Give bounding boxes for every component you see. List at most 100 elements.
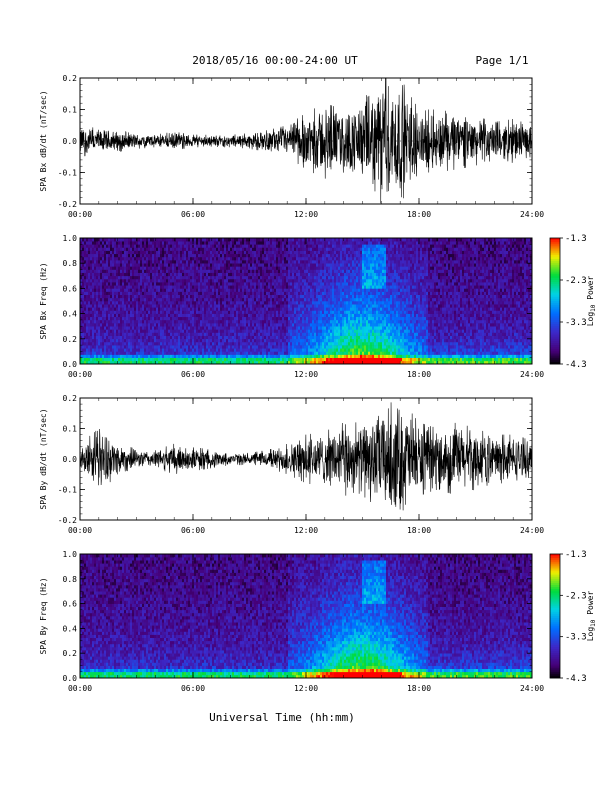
heatmap-cell: [140, 285, 143, 289]
heatmap-cell: [224, 310, 227, 314]
heatmap-cell: [172, 285, 175, 289]
heatmap-cell: [136, 338, 139, 343]
heatmap-cell: [112, 357, 115, 362]
heatmap-cell: [108, 247, 111, 251]
heatmap-cell: [158, 310, 161, 314]
heatmap-cell: [178, 316, 181, 321]
heatmap-cell: [120, 313, 123, 318]
heatmap-cell: [128, 319, 131, 324]
heatmap-cell: [138, 285, 141, 289]
heatmap-cell: [200, 256, 203, 261]
heatmap-cell: [104, 329, 107, 333]
heatmap-cell: [238, 260, 241, 264]
heatmap-cell: [112, 272, 115, 277]
heatmap-cell: [156, 278, 159, 283]
heatmap-cell: [208, 256, 211, 261]
heatmap-cell: [188, 269, 191, 273]
heatmap-cell: [166, 310, 169, 314]
heatmap-cell: [96, 256, 99, 261]
heatmap-cell: [84, 272, 87, 277]
heatmap-cell: [150, 282, 153, 286]
heatmap-cell: [224, 294, 227, 299]
heatmap-cell: [124, 335, 127, 340]
heatmap-cell: [314, 297, 317, 302]
heatmap-cell: [154, 354, 157, 358]
heatmap-cell: [198, 250, 201, 255]
heatmap-cell: [222, 241, 225, 245]
heatmap-cell: [244, 282, 247, 286]
heatmap-cell: [268, 253, 271, 258]
heatmap-cell: [172, 360, 175, 365]
heatmap-cell: [220, 285, 223, 289]
heatmap-cell: [268, 269, 271, 273]
heatmap-cell: [224, 354, 227, 358]
heatmap-cell: [136, 297, 139, 302]
heatmap-cell: [164, 256, 167, 261]
heatmap-cell: [92, 272, 95, 277]
heatmap-cell: [318, 266, 321, 270]
heatmap-cell: [292, 360, 295, 365]
chart-title: 2018/05/16 00:00-24:00 UT: [192, 54, 358, 67]
heatmap-cell: [258, 260, 261, 264]
heatmap-cell: [104, 351, 107, 355]
heatmap-cell: [138, 310, 141, 314]
heatmap-cell: [128, 323, 131, 327]
heatmap-cell: [104, 345, 107, 349]
heatmap-cell: [110, 319, 113, 324]
heatmap-cell: [140, 348, 143, 352]
heatmap-cell: [168, 256, 171, 261]
heatmap-cell: [226, 260, 229, 264]
heatmap-cell: [168, 291, 171, 295]
heatmap-cell: [288, 354, 291, 358]
heatmap-cell: [278, 316, 281, 321]
heatmap-cell: [138, 345, 141, 349]
heatmap-cell: [220, 310, 223, 314]
heatmap-cell: [94, 275, 97, 280]
heatmap-cell: [200, 278, 203, 283]
heatmap-cell: [146, 272, 149, 277]
heatmap-cell: [306, 332, 309, 336]
heatmap-cell: [270, 260, 273, 264]
heatmap-cell: [150, 260, 153, 264]
heatmap-cell: [106, 266, 109, 270]
heatmap-cell: [218, 272, 221, 277]
heatmap-cell: [282, 253, 285, 258]
heatmap-cell: [312, 357, 315, 362]
heatmap-cell: [176, 266, 179, 270]
heatmap-cell: [266, 253, 269, 258]
heatmap-cell: [254, 335, 257, 340]
heatmap-cell: [122, 310, 125, 314]
heatmap-cell: [172, 241, 175, 245]
heatmap-cell: [150, 241, 153, 245]
heatmap-cell: [120, 310, 123, 314]
heatmap-cell: [268, 275, 271, 280]
heatmap-cell: [310, 247, 313, 251]
heatmap-cell: [140, 307, 143, 311]
heatmap-cell: [110, 354, 113, 358]
heatmap-cell: [302, 253, 305, 258]
heatmap-cell: [230, 301, 233, 305]
heatmap-cell: [116, 307, 119, 311]
heatmap-cell: [98, 304, 101, 308]
heatmap-cell: [190, 345, 193, 349]
heatmap-cell: [130, 354, 133, 358]
heatmap-cell: [118, 291, 121, 295]
heatmap-cell: [142, 319, 145, 324]
heatmap-cell: [258, 272, 261, 277]
heatmap-cell: [178, 301, 181, 305]
heatmap-cell: [162, 269, 165, 273]
heatmap-cell: [148, 266, 151, 270]
heatmap-cell: [320, 260, 323, 264]
heatmap-cell: [222, 304, 225, 308]
heatmap-cell: [248, 354, 251, 358]
heatmap-cell: [274, 272, 277, 277]
heatmap-cell: [84, 291, 87, 295]
heatmap-cell: [194, 297, 197, 302]
heatmap-cell: [202, 294, 205, 299]
heatmap-cell: [212, 354, 215, 358]
heatmap-cell: [228, 307, 231, 311]
heatmap-cell: [202, 335, 205, 340]
heatmap-cell: [210, 266, 213, 270]
heatmap-cell: [162, 360, 165, 365]
heatmap-cell: [300, 247, 303, 251]
